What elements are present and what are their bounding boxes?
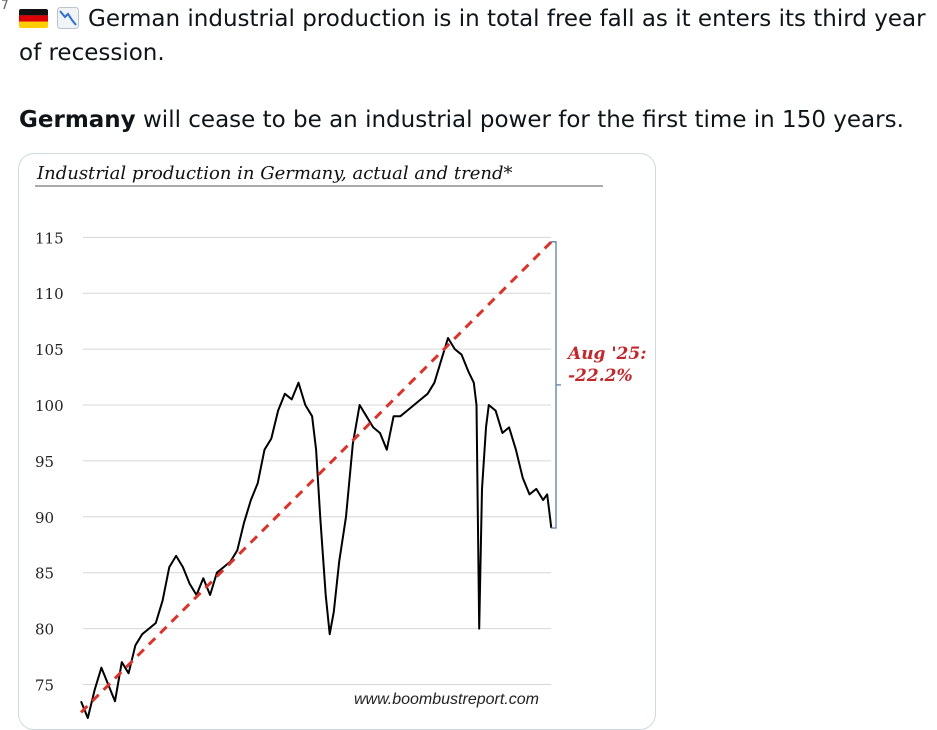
source-credit: www.boombustreport.com (354, 691, 539, 708)
chart-decreasing-icon (57, 7, 79, 29)
tweet-paragraph-2: Germany will cease to be an industrial p… (19, 103, 934, 137)
annotation-value: -22.2% (568, 366, 633, 386)
y-tick-label-105: 105 (35, 341, 64, 359)
tweet-bold-germany: Germany (19, 107, 136, 133)
y-tick-label-85: 85 (35, 565, 54, 583)
y-tick-label-75: 75 (35, 676, 54, 694)
y-tick-label-95: 95 (35, 453, 54, 471)
y-tick-label-110: 110 (35, 285, 64, 303)
actual-production-line (80, 337, 553, 719)
tweet-paragraph-2-rest: will cease to be an industrial power for… (135, 107, 904, 133)
gap-bracket-line (551, 241, 561, 529)
y-axis-ticks: 115 110 105 100 95 90 85 80 75 (35, 229, 64, 694)
annotation-label: Aug '25: (566, 344, 647, 364)
tweet-line-1: German industrial production is in total… (19, 2, 934, 70)
corner-glyph (2, 0, 8, 10)
y-tick-label-80: 80 (35, 621, 54, 639)
y-tick-label-90: 90 (35, 509, 54, 527)
y-tick-label-115: 115 (35, 229, 64, 247)
tweet-text: German industrial production is in total… (19, 2, 934, 137)
y-tick-label-100: 100 (35, 397, 64, 415)
germany-flag-icon (19, 9, 48, 28)
series-layer (79, 240, 553, 719)
tweet-line-1-text: German industrial production is in total… (19, 6, 926, 66)
gap-bracket (551, 241, 561, 529)
trend-line (79, 240, 553, 714)
industrial-production-chart: Industrial production in Germany, actual… (35, 163, 647, 719)
tweet-media-card[interactable]: Industrial production in Germany, actual… (18, 153, 656, 730)
chart-title: Industrial production in Germany, actual… (36, 163, 513, 184)
